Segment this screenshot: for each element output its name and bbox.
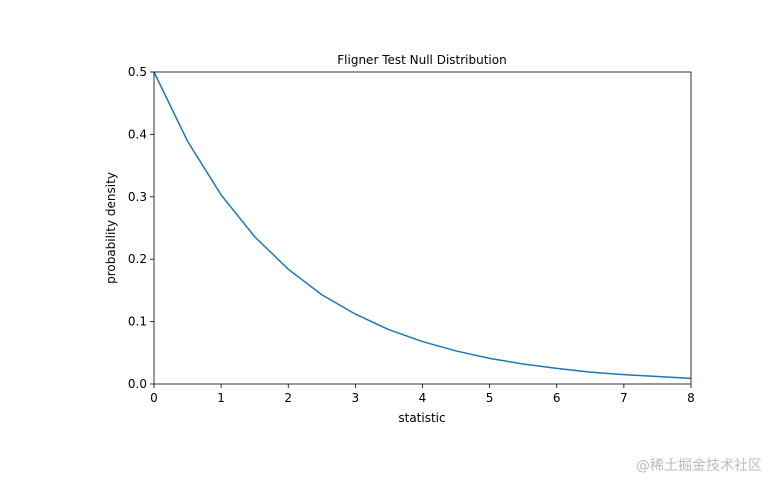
line-series — [153, 71, 692, 380]
x-tick-label: 2 — [284, 391, 292, 405]
y-axis-label: probability density — [104, 172, 118, 284]
x-axis-label: statistic — [398, 411, 445, 425]
y-tick-label: 0.5 — [128, 65, 147, 79]
watermark: @稀土掘金技术社区 — [636, 458, 762, 474]
x-tick-label: 1 — [217, 391, 225, 405]
y-tick-label: 0.1 — [128, 315, 147, 329]
x-tick-label: 4 — [419, 391, 427, 405]
x-tick-label: 0 — [150, 391, 158, 405]
x-tick-label: 3 — [352, 391, 360, 405]
chart-title: Fligner Test Null Distribution — [337, 53, 506, 67]
axes-frame — [153, 71, 692, 385]
x-tick-label: 6 — [553, 391, 561, 405]
y-tick-label: 0.2 — [128, 252, 147, 266]
x-tick-label: 7 — [620, 391, 628, 405]
x-tick-label: 5 — [486, 391, 494, 405]
y-tick-label: 0.3 — [128, 190, 147, 204]
x-tick-label: 8 — [687, 391, 695, 405]
y-tick-label: 0.4 — [128, 127, 147, 141]
y-tick-label: 0.0 — [128, 377, 147, 391]
